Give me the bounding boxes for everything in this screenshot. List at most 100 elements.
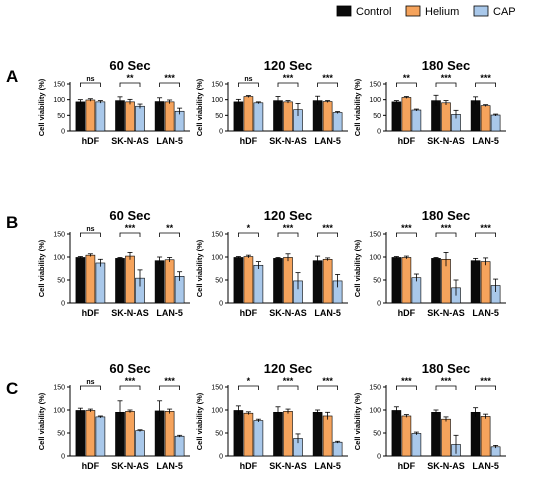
bar-helium-sk-n-as — [125, 255, 135, 304]
bar-control-hdf — [233, 257, 244, 304]
bar-control-lan-5 — [312, 100, 323, 132]
bar-helium-hdf — [243, 256, 254, 304]
legend-swatch-control — [336, 5, 352, 17]
y-tick-label: 50 — [57, 431, 65, 438]
x-tick-label: SK-N-AS — [111, 136, 149, 146]
significance-bracket — [396, 82, 417, 87]
y-tick-label: 150 — [211, 232, 223, 239]
bar-helium-sk-n-as — [283, 411, 293, 457]
plot-title: 180 Sec — [422, 208, 470, 223]
legend-label-control: Control — [356, 6, 391, 18]
plot-title: 120 Sec — [264, 58, 312, 73]
x-tick-label: hDF — [398, 461, 416, 471]
y-tick-label: 0 — [61, 129, 65, 136]
y-tick-label: 0 — [377, 454, 381, 461]
plot-b-2: 120 Sec Cell viability (%) 0 50 100 150 * hDF **… — [195, 208, 348, 318]
x-tick-label: hDF — [82, 308, 100, 318]
bar-control-sk-n-as — [431, 411, 441, 457]
y-tick-label: 0 — [61, 454, 65, 461]
significance-bracket — [435, 82, 457, 87]
y-tick-label: 150 — [369, 232, 381, 239]
x-tick-label: SK-N-AS — [427, 308, 465, 318]
bar-control-sk-n-as — [431, 258, 441, 304]
bar-helium-lan-5 — [164, 101, 175, 132]
bar-cap-hdf — [253, 420, 264, 457]
x-tick-label: hDF — [398, 308, 416, 318]
x-tick-label: LAN-5 — [472, 461, 499, 471]
y-tick-label: 150 — [53, 82, 65, 89]
x-tick-label: SK-N-AS — [111, 308, 149, 318]
y-tick-label: 150 — [369, 385, 381, 392]
significance-bracket — [475, 82, 496, 87]
bar-control-lan-5 — [154, 260, 165, 304]
bar-control-lan-5 — [470, 411, 481, 457]
bar-cap-hdf — [253, 102, 264, 132]
y-tick-label: 100 — [369, 97, 381, 104]
plot-title: 180 Sec — [422, 58, 470, 73]
x-tick-label: hDF — [82, 461, 100, 471]
y-tick-label: 150 — [211, 385, 223, 392]
y-tick-label: 50 — [215, 431, 223, 438]
bar-helium-lan-5 — [322, 258, 333, 304]
significance-bracket — [435, 385, 457, 390]
significance-label: ** — [126, 73, 134, 83]
significance-bracket — [435, 232, 457, 237]
significance-bracket — [119, 232, 141, 237]
plot-title: 120 Sec — [264, 361, 312, 376]
significance-bracket — [238, 82, 259, 87]
bar-helium-hdf — [85, 254, 96, 304]
significance-label: ** — [166, 223, 174, 233]
y-tick-label: 50 — [373, 278, 381, 285]
y-tick-label: 0 — [61, 301, 65, 308]
y-axis-label: Cell viability (%) — [195, 392, 204, 450]
x-tick-label: hDF — [82, 136, 100, 146]
bar-control-hdf — [233, 101, 244, 132]
bar-control-lan-5 — [154, 101, 165, 132]
bar-helium-hdf — [401, 97, 412, 132]
x-tick-label: SK-N-AS — [269, 308, 307, 318]
significance-label: *** — [441, 73, 452, 83]
bar-helium-hdf — [401, 415, 412, 457]
bar-cap-lan-5 — [490, 114, 501, 132]
significance-label: *** — [441, 376, 452, 386]
x-tick-label: LAN-5 — [156, 136, 183, 146]
y-tick-label: 50 — [57, 113, 65, 120]
significance-bracket — [159, 232, 180, 237]
plot-c-1: 60 Sec Cell viability (%) 0 50 100 150 ns hDF **… — [37, 361, 190, 471]
significance-label: *** — [322, 376, 333, 386]
significance-label: *** — [441, 223, 452, 233]
panel-letter-b: B — [6, 213, 18, 232]
legend: Control Helium CAP — [336, 5, 516, 18]
x-tick-label: LAN-5 — [472, 308, 499, 318]
bar-cap-lan-5 — [174, 435, 185, 457]
plot-b-1: 60 Sec Cell viability (%) 0 50 100 150 ns hDF **… — [37, 208, 190, 318]
y-tick-label: 0 — [377, 301, 381, 308]
significance-label: *** — [164, 73, 175, 83]
significance-label: * — [247, 223, 251, 233]
bar-control-hdf — [391, 410, 402, 457]
y-tick-label: 100 — [211, 255, 223, 262]
y-axis-label: Cell viability (%) — [195, 239, 204, 297]
bar-helium-lan-5 — [164, 411, 175, 457]
y-axis-label: Cell viability (%) — [353, 239, 362, 297]
significance-label: *** — [480, 73, 491, 83]
y-tick-label: 100 — [53, 255, 65, 262]
bar-helium-lan-5 — [480, 105, 491, 132]
y-axis-label: Cell viability (%) — [195, 78, 204, 136]
plot-a-1: 60 Sec Cell viability (%) 0 50 100 150 ns hDF **… — [37, 58, 190, 146]
plot-a-3: 180 Sec Cell viability (%) 0 50 100 150 ** hDF *… — [353, 58, 506, 146]
panel-letters: A B C — [6, 67, 18, 398]
bar-helium-hdf — [243, 412, 254, 457]
x-tick-label: hDF — [240, 308, 258, 318]
bar-helium-sk-n-as — [125, 411, 135, 457]
significance-bracket — [277, 82, 299, 87]
significance-label: *** — [322, 223, 333, 233]
bar-helium-sk-n-as — [441, 102, 451, 132]
bar-cap-sk-n-as — [135, 430, 145, 457]
bar-control-lan-5 — [470, 260, 481, 304]
bar-cap-hdf — [95, 416, 106, 457]
significance-label: *** — [401, 223, 412, 233]
significance-bracket — [238, 385, 259, 390]
x-tick-label: hDF — [398, 136, 416, 146]
bar-helium-sk-n-as — [283, 257, 293, 304]
